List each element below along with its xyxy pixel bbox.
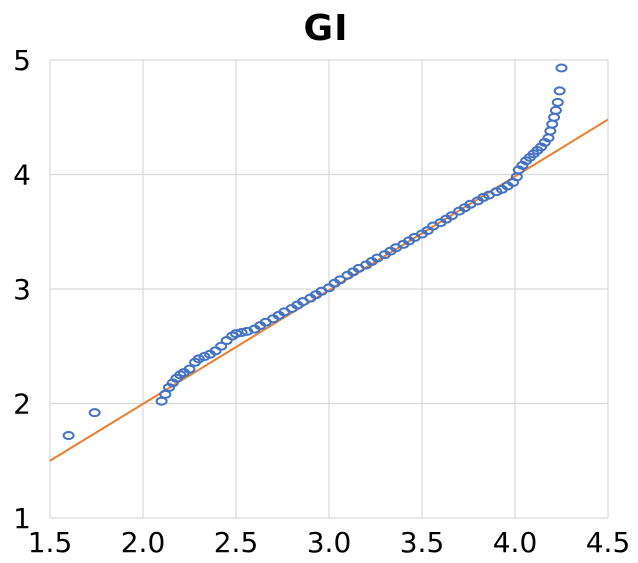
data-point	[166, 378, 179, 388]
x-tick-label: 4.0	[493, 526, 538, 559]
y-tick-label: 1	[13, 502, 31, 535]
y-tick-label: 4	[13, 159, 31, 192]
data-point	[445, 211, 458, 221]
x-tick-label: 3.0	[307, 526, 352, 559]
data-point	[549, 105, 562, 115]
x-tick-label: 3.5	[400, 526, 445, 559]
data-point	[551, 97, 564, 107]
data-point	[215, 341, 228, 351]
data-point	[88, 408, 101, 418]
data-point	[163, 382, 176, 392]
points-layer	[62, 63, 568, 441]
x-axis-tick-labels: 1.5 2.0 2.5 3.0 3.5 4.0 4.5	[28, 526, 631, 559]
data-point	[230, 329, 242, 339]
y-tick-label: 2	[13, 388, 31, 421]
data-point	[516, 160, 529, 170]
x-tick-label: 2.5	[214, 526, 259, 559]
x-tick-label: 2.0	[121, 526, 166, 559]
data-point	[535, 142, 548, 152]
y-tick-label: 3	[13, 273, 31, 306]
data-point	[546, 119, 559, 129]
data-point	[183, 364, 196, 374]
data-point	[548, 112, 561, 122]
reference-line	[49, 118, 609, 462]
y-axis-tick-labels: 1 2 3 4 5	[13, 44, 31, 535]
x-tick-label: 1.5	[28, 526, 73, 559]
data-point	[512, 165, 525, 175]
data-point	[235, 328, 248, 338]
y-tick-label: 5	[13, 44, 31, 77]
data-point	[220, 336, 233, 346]
data-point	[555, 63, 568, 73]
data-point	[334, 275, 347, 285]
data-point	[62, 431, 75, 441]
data-point	[553, 86, 566, 96]
x-tick-label: 4.5	[586, 526, 631, 559]
data-point	[538, 137, 551, 147]
reference-line-layer	[49, 118, 609, 462]
data-point	[544, 126, 557, 136]
chart-title: GI	[303, 8, 349, 49]
